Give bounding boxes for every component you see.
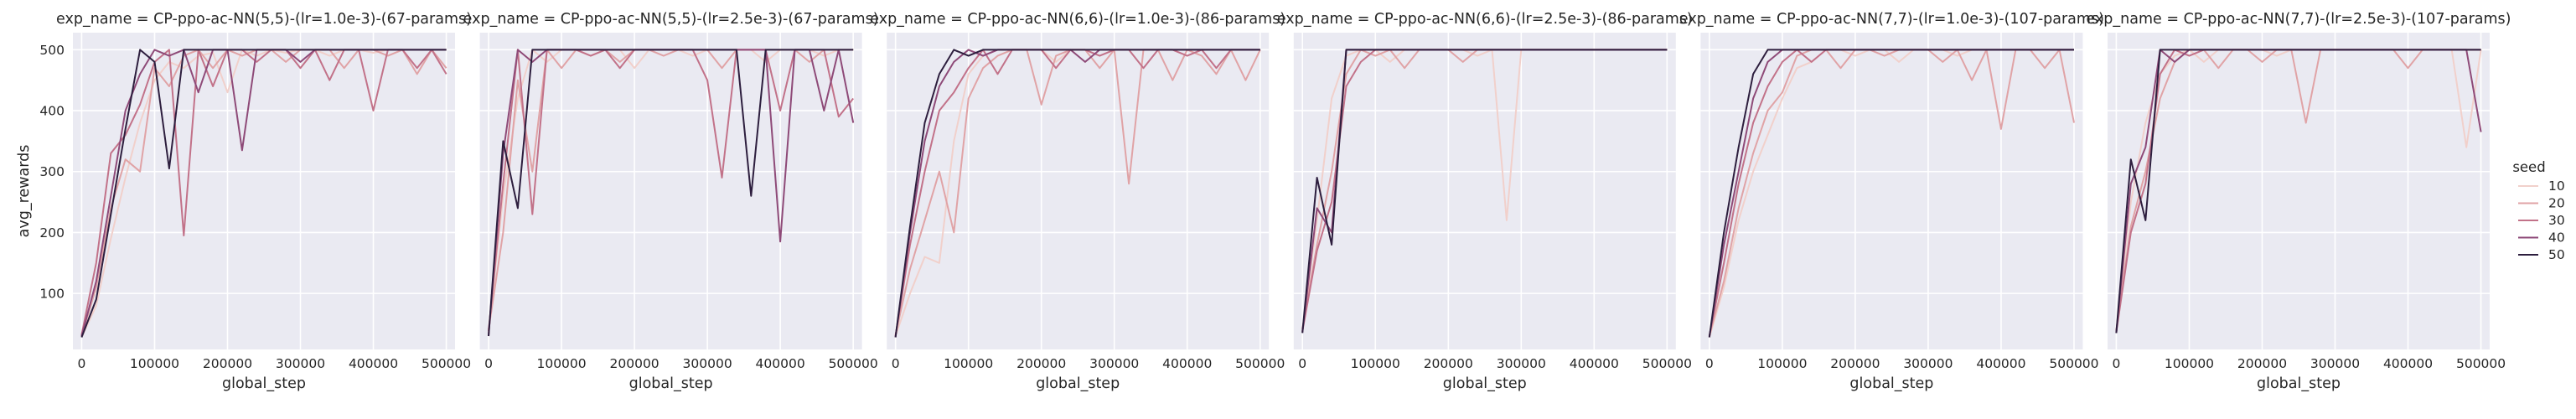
x-tick-label: 200000 [610,356,660,371]
x-tick-label: 300000 [683,356,732,371]
x-axis-label: global_step [1443,375,1527,392]
y-tick-label: 200 [39,225,65,241]
panel-3: exp_name = CP-ppo-ac-NN(6,6)-(lr=1.0e-3)… [870,11,1285,392]
x-tick-label: 300000 [2310,356,2360,371]
x-tick-label: 100000 [1757,356,1807,371]
x-tick-label: 200000 [1424,356,1473,371]
panel-background [1293,33,1676,349]
y-tick-label: 300 [39,164,65,179]
x-tick-label: 500000 [422,356,471,371]
x-tick-label: 0 [484,356,493,371]
series-line-seed-30 [80,49,447,335]
x-tick-label: 400000 [1570,356,1619,371]
x-tick-label: 500000 [1642,356,1692,371]
panel-6: exp_name = CP-ppo-ac-NN(7,7)-(lr=2.5e-3)… [2086,11,2511,392]
series-line-seed-20 [1708,49,2075,337]
x-tick-label: 300000 [1497,356,1546,371]
series-line-seed-50 [1708,49,2074,338]
x-tick-label: 200000 [2237,356,2287,371]
legend-label-20: 20 [2548,196,2565,211]
x-tick-label: 100000 [2165,356,2214,371]
panel-title: exp_name = CP-ppo-ac-NN(7,7)-(lr=2.5e-3)… [2086,11,2511,28]
x-tick-label: 400000 [756,356,805,371]
x-tick-label: 400000 [349,356,398,371]
panel-4: exp_name = CP-ppo-ac-NN(6,6)-(lr=2.5e-3)… [1277,11,1693,392]
x-tick-label: 300000 [276,356,325,371]
x-tick-label: 200000 [1016,356,1066,371]
series-line-seed-50 [1301,49,1668,334]
y-tick-label: 100 [39,287,65,302]
series-line-seed-50 [488,49,854,337]
legend-title: seed [2512,159,2545,175]
y-tick-label: 500 [39,43,65,58]
panel-title: exp_name = CP-ppo-ac-NN(7,7)-(lr=1.0e-3)… [1679,11,2104,28]
x-tick-label: 500000 [2456,356,2506,371]
series-line-seed-50 [80,49,447,338]
legend-label-30: 30 [2548,213,2565,228]
x-tick-label: 100000 [536,356,586,371]
legend-label-50: 50 [2548,247,2565,262]
panel-background [73,33,455,349]
x-axis-label: global_step [2257,375,2341,392]
panel-title: exp_name = CP-ppo-ac-NN(6,6)-(lr=1.0e-3)… [870,11,1285,28]
x-tick-label: 100000 [1351,356,1400,371]
panel-title: exp_name = CP-ppo-ac-NN(5,5)-(lr=1.0e-3)… [56,11,472,28]
panel-1: exp_name = CP-ppo-ac-NN(5,5)-(lr=1.0e-3)… [16,11,472,392]
legend-label-10: 10 [2548,178,2565,194]
series-line-seed-50 [894,49,1260,338]
x-tick-label: 0 [78,356,86,371]
legend-label-40: 40 [2548,230,2565,246]
panel-2: exp_name = CP-ppo-ac-NN(5,5)-(lr=2.5e-3)… [463,11,879,392]
x-axis-label: global_step [1036,375,1120,392]
x-tick-label: 100000 [944,356,993,371]
panel-background [887,33,1270,349]
x-tick-label: 0 [1705,356,1714,371]
x-tick-label: 100000 [130,356,179,371]
x-tick-label: 0 [892,356,900,371]
y-tick-label: 400 [39,104,65,119]
panel-background [2108,33,2490,349]
panel-background [479,33,862,349]
x-tick-label: 300000 [1903,356,1953,371]
x-axis-label: global_step [1849,375,1933,392]
panel-title: exp_name = CP-ppo-ac-NN(5,5)-(lr=2.5e-3)… [463,11,879,28]
x-tick-label: 500000 [1235,356,1285,371]
panel-background [1700,33,2083,349]
x-tick-label: 300000 [1089,356,1139,371]
panel-5: exp_name = CP-ppo-ac-NN(7,7)-(lr=1.0e-3)… [1679,11,2104,392]
x-tick-label: 400000 [1162,356,1212,371]
x-tick-label: 200000 [203,356,252,371]
x-tick-label: 0 [2113,356,2121,371]
x-tick-label: 500000 [2049,356,2098,371]
x-axis-label: global_step [222,375,306,392]
x-axis-label: global_step [629,375,713,392]
x-tick-label: 500000 [829,356,878,371]
x-tick-label: 400000 [2383,356,2433,371]
series-line-seed-50 [2115,49,2481,334]
x-tick-label: 200000 [1830,356,1880,371]
x-tick-label: 0 [1298,356,1306,371]
x-tick-label: 400000 [1976,356,2025,371]
panel-title: exp_name = CP-ppo-ac-NN(6,6)-(lr=2.5e-3)… [1277,11,1693,28]
y-axis-label: avg_rewards [16,145,33,238]
